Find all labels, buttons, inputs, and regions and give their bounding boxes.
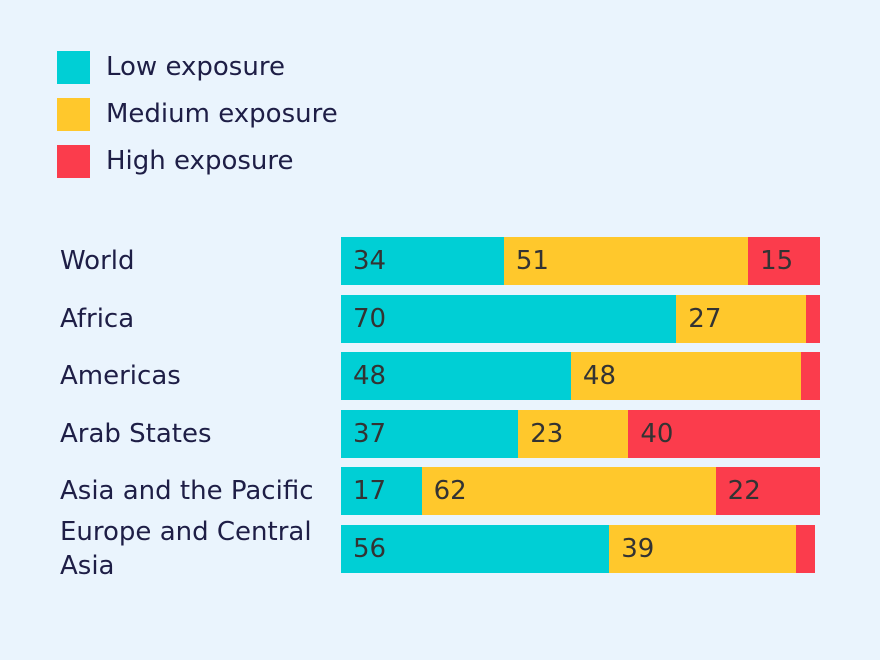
bar-segment: 37 [341,409,519,458]
chart-legend: Low exposure Medium exposure High exposu… [57,50,338,191]
bar-row: 37 23 40 [341,409,820,458]
data-label: 62 [433,476,467,506]
bar-segment: 27 [676,294,806,343]
data-label: 39 [621,533,655,564]
legend-item-low: Low exposure [57,50,338,84]
bar-segment [796,524,816,573]
bar-segment: 15 [748,237,820,285]
data-label: 51 [515,246,549,276]
category-label: Americas [60,361,181,391]
data-label: 48 [353,361,387,391]
legend-label-high: High exposure [106,146,294,176]
category-label: Asia and the Pacific [60,476,314,506]
legend-swatch-low [57,50,90,84]
data-label: 34 [353,246,387,276]
data-label: 22 [727,476,761,506]
bar-segment: 40 [628,409,820,458]
legend-item-high: High exposure [57,144,338,178]
data-label: 23 [530,418,564,449]
data-label: 17 [353,476,387,506]
bar-segment: 39 [609,524,797,573]
bar-segment: 48 [341,352,571,400]
bar-row: 48 48 [341,352,820,400]
legend-label-medium: Medium exposure [106,99,338,129]
category-label: World [60,246,135,276]
category-label: Arab States [60,418,212,449]
bar-row: 70 27 [341,294,820,343]
bar-segment: 62 [421,467,716,515]
bar-segment: 23 [518,409,629,458]
bar-segment: 70 [341,294,677,343]
category-label: Europe and Central Asia [60,516,312,581]
legend-swatch-high [57,144,90,178]
bar-segment: 34 [341,237,504,285]
category-label: Africa [60,303,135,334]
bar-row: 56 39 [341,524,820,573]
bar-row: 17 62 22 [341,467,821,515]
bar-segment [805,294,820,343]
bar-segment [800,352,820,400]
bar-row: 34 51 15 [341,237,820,285]
legend-label-low: Low exposure [106,52,285,82]
data-label: 48 [582,361,616,391]
data-label: 27 [688,303,722,334]
bar-segment: 51 [503,237,749,285]
data-label: 56 [353,533,387,564]
bar-segment: 48 [570,352,801,400]
data-label: 15 [760,246,794,276]
legend-item-medium: Medium exposure [57,97,338,131]
data-label: 70 [353,303,387,334]
bar-segment: 17 [341,467,422,515]
data-label: 37 [353,418,387,449]
bar-segment: 22 [715,467,821,515]
legend-swatch-medium [57,97,90,131]
bar-segment: 56 [341,524,610,573]
data-label: 40 [640,418,674,449]
